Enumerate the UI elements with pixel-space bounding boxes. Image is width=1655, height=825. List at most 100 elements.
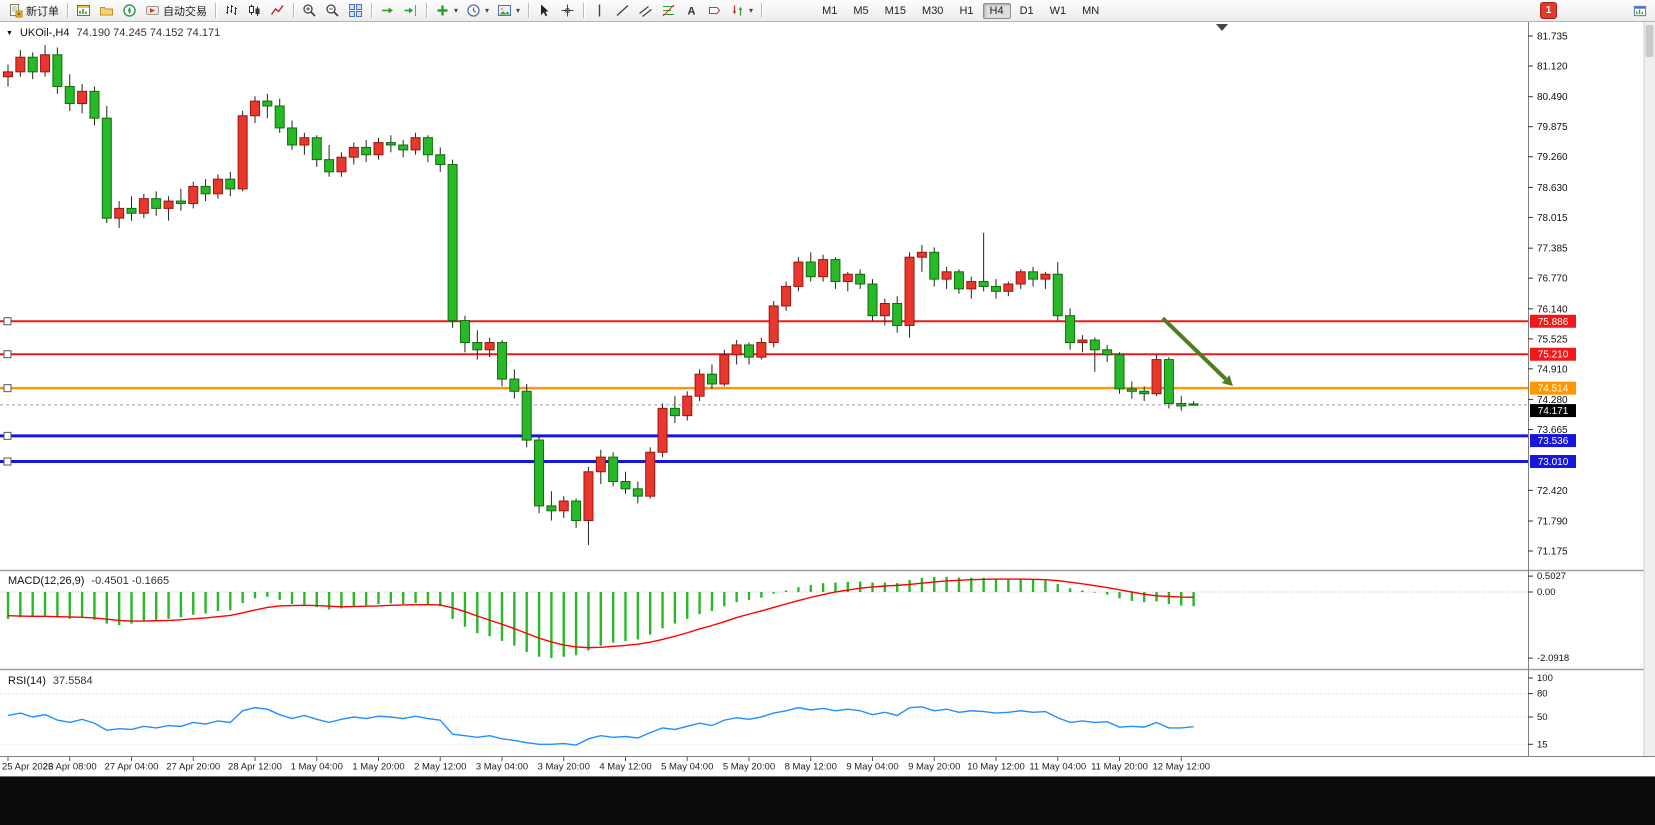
svg-text:A: A [688,6,696,18]
line-handle[interactable] [3,457,12,466]
channel-button[interactable] [634,0,657,21]
timeframe-button-m15[interactable]: M15 [884,4,907,17]
profiles-button[interactable] [95,0,118,21]
scrollbar[interactable] [1643,22,1655,756]
line-handle[interactable] [3,384,12,393]
label-icon [709,7,721,14]
label-button[interactable] [703,0,726,21]
templates-button[interactable]: ▾ [493,0,524,21]
price-badge-73.536 [1530,434,1576,448]
svg-text:15: 15 [1537,739,1548,750]
new-order-button[interactable]: 新订单 [4,0,63,21]
svg-text:81.120: 81.120 [1537,61,1568,72]
dropdown-caret-icon: ▾ [485,6,490,15]
chart-shift-icon [404,5,416,16]
timeframe-button-w1[interactable]: W1 [1049,4,1067,17]
candlestick-chart-button[interactable] [243,0,266,21]
new-order-label: 新订单 [26,5,59,18]
svg-text:75.525: 75.525 [1537,334,1568,345]
timeframe-button-mn[interactable]: MN [1082,4,1100,17]
navigator-button[interactable] [118,0,141,21]
symbol-menu-icon[interactable]: ▼ [6,29,13,37]
indicators-icon [437,5,448,16]
rsi-line [7,706,1194,746]
timeframe-button-m1[interactable]: M1 [822,4,838,17]
vertical-line-button[interactable] [588,0,611,21]
svg-text:81.735: 81.735 [1537,32,1568,43]
line-handle[interactable] [3,317,12,326]
trendline-icon [616,4,629,17]
rsi-values: 37.5584 [52,675,93,687]
timeframe-button-h4[interactable]: H4 [982,2,1011,19]
crosshair-icon [561,4,574,17]
svg-text:79.875: 79.875 [1537,122,1568,133]
line-chart-button[interactable] [266,0,289,21]
price-badge-74.514 [1530,381,1576,395]
auto-scroll-button[interactable] [376,0,399,21]
chart-shift-marker[interactable] [1216,24,1228,31]
separator [371,3,372,18]
trendline-button[interactable] [611,0,634,21]
macd-name: MACD(12,26,9) [8,575,85,587]
candlestick-icon [249,4,260,16]
zoom-out-button[interactable] [321,0,344,21]
indicators-button[interactable]: ▾ [431,0,462,21]
svg-text:73.010: 73.010 [1538,457,1569,468]
chart-window-button[interactable] [1629,0,1651,21]
crosshair-button[interactable] [556,0,579,21]
tile-windows-button[interactable] [344,0,367,21]
svg-text:78.630: 78.630 [1537,183,1568,194]
svg-text:3 May 04:00: 3 May 04:00 [476,762,528,773]
autotrading-button[interactable]: 自动交易 [141,0,211,21]
bottom-filler [0,776,1655,825]
line-handle[interactable] [3,431,12,440]
fibonacci-icon [662,4,675,17]
svg-text:50: 50 [1537,712,1548,723]
timeframe-button-h1[interactable]: H1 [959,4,974,17]
svg-text:12 May 12:00: 12 May 12:00 [1152,762,1210,773]
templates-icon [498,5,512,16]
notification-badge[interactable]: 1 [1540,2,1557,19]
chart-shift-button[interactable] [399,0,422,21]
fibonacci-button[interactable] [657,0,680,21]
zoom-in-icon [303,4,316,17]
timeframe-button-d1[interactable]: D1 [1019,4,1034,17]
svg-text:76.770: 76.770 [1537,274,1568,285]
timeframe-button-m5[interactable]: M5 [853,4,869,17]
svg-text:1 May 04:00: 1 May 04:00 [291,762,343,773]
text-icon: A [688,6,696,18]
svg-text:9 May 20:00: 9 May 20:00 [908,762,960,773]
svg-text:3 May 20:00: 3 May 20:00 [538,762,590,773]
periods-button[interactable]: ▾ [462,0,493,21]
macd-panel: 0.5027 0.00 -2.0918 [0,571,1569,664]
arrows-button[interactable]: ▾ [726,0,757,21]
dropdown-caret-icon: ▾ [516,6,521,15]
zoom-in-button[interactable] [298,0,321,21]
svg-text:11 May 20:00: 11 May 20:00 [1091,762,1148,773]
svg-text:76.140: 76.140 [1537,304,1568,315]
svg-text:10 May 12:00: 10 May 12:00 [967,762,1025,773]
autotrading-icon [146,6,159,15]
text-button[interactable]: A [680,0,703,21]
svg-text:11 May 04:00: 11 May 04:00 [1029,762,1086,773]
line-handle[interactable] [3,350,12,359]
separator [215,3,216,18]
svg-text:5 May 20:00: 5 May 20:00 [723,762,775,773]
bar-chart-icon [226,5,237,15]
new-chart-button[interactable] [72,0,95,21]
trend-arrow[interactable] [1161,316,1233,387]
svg-text:80: 80 [1537,689,1548,700]
bar-chart-button[interactable] [220,0,243,21]
cursor-button[interactable] [533,0,556,21]
timeframe-button-m30[interactable]: M30 [922,4,944,17]
svg-text:100: 100 [1537,673,1553,684]
zoom-out-icon [326,4,339,17]
line-chart-icon [270,5,284,15]
ohlc-values: 74.190 74.245 74.152 74.171 [76,27,221,39]
svg-text:79.260: 79.260 [1537,152,1568,163]
chart-title: ▼ UKOil-,H4 74.190 74.245 74.152 74.171 [6,27,220,39]
svg-text:1 May 20:00: 1 May 20:00 [352,762,404,773]
svg-text:77.385: 77.385 [1537,244,1568,255]
